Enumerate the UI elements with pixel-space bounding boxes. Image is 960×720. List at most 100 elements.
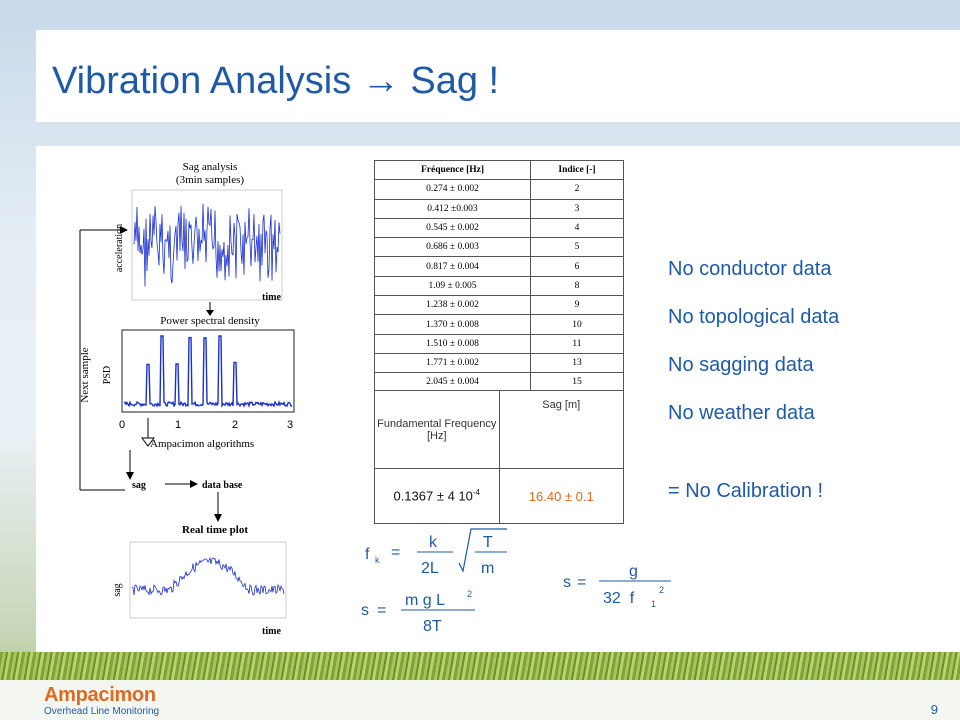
frequency-table: Fréquence [Hz] Indice [-] 0.274 ± 0.002 2… [374,159,625,393]
next-sample-label: Next sample [79,347,91,402]
frequency-table-row: 1.771 ± 0.002 13 [374,352,625,374]
database-label: data base [202,480,243,491]
formula2-denominator: 8T [423,618,442,635]
note-conductor-data: No conductor data [668,258,832,280]
sag-flow-label: sag [132,480,146,491]
psd-plot-frame [121,329,295,413]
index-cell: 13 [529,352,625,374]
sag-header: Sag [m] [498,390,624,469]
formula3-lhs: s [563,574,571,591]
flow-arrow-2-head [141,437,155,447]
calibration-conclusion: = No Calibration ! [668,480,824,502]
result-table: Fundamental Frequency [Hz] Sag [m] 0.136… [374,390,624,524]
page-number: 9 [930,702,938,717]
frequency-table-row: 0.412 ±0.003 3 [374,198,625,219]
formula1-sqrt-denominator: m [481,560,494,577]
formula3-superscript: 2 [659,585,664,595]
time-axis-label-2: time [262,626,281,637]
index-cell: 6 [529,256,625,277]
notes-list: No conductor data No topological data No… [668,258,839,450]
sag-plot-axis-label: sag [112,583,123,596]
fundamental-frequency-header: Fundamental Frequency [Hz] [374,390,500,469]
index-cell: 4 [529,217,625,239]
frequency-table-row: 1.238 ± 0.002 9 [374,295,625,316]
fundamental-frequency-value: 0.1367 ± 4 10-4 [374,468,500,524]
frequency-table-row: 1.370 ± 0.008 10 [374,314,625,335]
formula2-superscript: 2 [467,589,472,599]
frequency-cell: 1.238 ± 0.002 [374,295,531,316]
result-table-header: Fundamental Frequency [Hz] Sag [m] [374,390,624,469]
ampacimon-logo: Ampacimon [44,684,156,706]
frequency-table-row: 0.686 ± 0.003 5 [374,237,625,258]
time-axis-label-1: time [262,292,281,303]
frequency-cell: 0.817 ± 0.004 [374,256,531,277]
frequency-cell: 0.412 ±0.003 [374,198,531,219]
psd-tick-3: 3 [287,419,293,431]
realtime-title: Real time plot [182,524,248,536]
frequency-cell: 0.686 ± 0.003 [374,237,531,258]
frequency-table-row: 1.09 ± 0.005 8 [374,275,625,297]
flow-arrow-3-head [126,472,134,480]
index-cell: 8 [529,275,625,297]
formula1-sqrt-numerator: T [483,534,493,551]
formula1-denominator: 2L [421,560,439,577]
algorithms-label: Ampacimon algorithms [150,438,254,450]
sag-value: 16.40 ± 0.1 [498,468,624,524]
formula2-equals: = [377,602,386,619]
frequency-cell: 0.274 ± 0.002 [374,179,531,200]
acceleration-signal [133,203,281,287]
formula1-equals: = [391,544,400,561]
frequency-cell: 0.545 ± 0.002 [374,217,531,239]
note-topological-data: No topological data [668,306,840,328]
psd-tick-0: 0 [119,419,125,431]
index-column-header: Indice [-] [529,159,625,181]
frequency-cell: 1.09 ± 0.005 [374,275,531,297]
title-bar [36,30,960,122]
formula2-lhs: s [361,602,369,619]
frequency-table-row: 1.510 ± 0.008 11 [374,333,625,354]
frequency-cell: 1.771 ± 0.002 [374,352,531,374]
realtime-plot-frame [129,541,287,619]
frequency-cell: 1.510 ± 0.008 [374,333,531,354]
flow-arrow-4-head [190,480,198,488]
formula1-subscript: k [375,555,380,565]
sag-analysis-title: Sag analysis [183,161,238,173]
psd-tick-2: 2 [232,419,238,431]
sag-analysis-subtitle: (3min samples) [176,174,244,186]
formula3-subscript: 1 [651,599,656,609]
realtime-sag-signal [131,556,285,597]
psd-tick-1: 1 [175,419,181,431]
index-cell: 2 [529,179,625,200]
flow-arrow-5-head [214,514,222,522]
formula3-equals: = [577,574,586,591]
formulas: f k = k 2L T m s = m g L 2 8T s = g 32 f… [361,528,671,635]
psd-axis-label: PSD [102,366,113,384]
psd-signal [123,335,293,409]
footer [0,680,960,720]
index-cell: 10 [529,314,625,335]
formula1-lhs: f [365,546,370,563]
frequency-table-row: 0.545 ± 0.002 4 [374,217,625,239]
index-cell: 5 [529,237,625,258]
formula1-sqrt-sign [458,528,507,573]
formula3-denominator: 32 f [603,590,635,607]
grass-strip [0,652,960,680]
acceleration-axis-label: acceleration [114,224,125,272]
index-cell: 11 [529,333,625,354]
formula2-numerator: m g L [405,592,445,609]
index-cell: 3 [529,198,625,219]
slide-title: Vibration Analysis → Sag ! [52,60,500,102]
ampacimon-tagline: Overhead Line Monitoring [44,706,160,717]
feedback-arrow-head [120,226,128,234]
frequency-cell: 1.370 ± 0.008 [374,314,531,335]
flow-arrow-1-head [206,310,214,316]
sag-analysis-diagram: Sag analysis (3min samples) acceleration… [79,161,295,637]
result-table-row: 0.1367 ± 4 10-4 16.40 ± 0.1 [374,468,624,524]
psd-title: Power spectral density [160,315,260,327]
frequency-table-row: 0.817 ± 0.004 6 [374,256,625,277]
frequency-column-header: Fréquence [Hz] [374,159,531,181]
formula3-numerator: g [629,563,638,580]
frequency-table-row: 0.274 ± 0.002 2 [374,179,625,200]
formula1-numerator: k [429,534,438,551]
note-sagging-data: No sagging data [668,354,814,376]
